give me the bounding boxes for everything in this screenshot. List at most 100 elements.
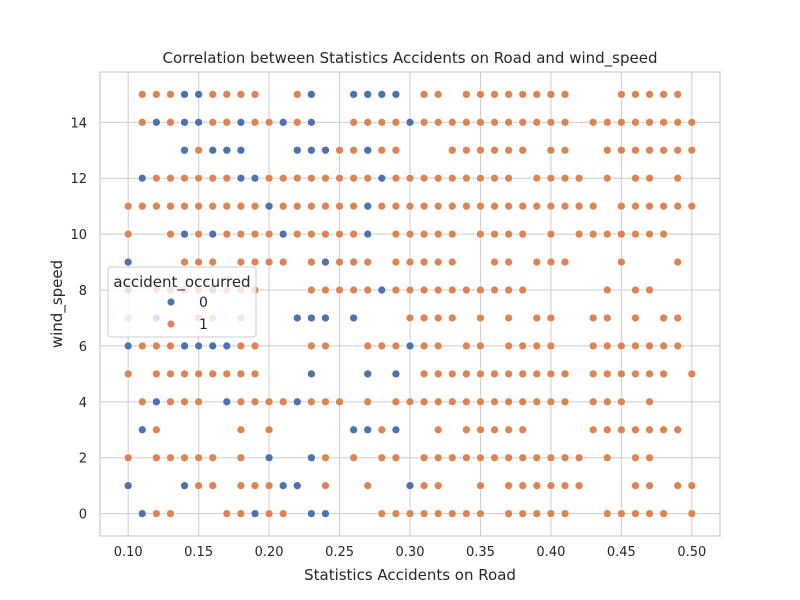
data-point-series-1 [490,369,499,379]
data-point-series-1 [462,145,471,155]
data-point-series-1 [419,90,429,99]
data-point-series-0 [292,481,302,491]
data-point-series-1 [307,229,316,239]
data-point-series-1 [236,229,246,239]
data-point-series-1 [532,313,542,323]
data-point-series-1 [574,453,584,463]
data-point-series-1 [222,173,232,183]
data-point-series-1 [645,173,654,183]
data-point-series-1 [602,173,612,183]
data-point-series-1 [504,285,513,295]
data-point-series-1 [419,369,429,379]
data-point-series-1 [476,453,485,463]
data-point-series-1 [208,173,218,183]
data-point-series-0 [307,90,316,99]
data-point-series-1 [419,397,429,407]
data-point-series-1 [433,173,443,183]
data-point-series-0 [307,145,316,155]
data-point-series-0 [391,425,401,435]
data-point-series-1 [222,229,232,239]
data-point-series-0 [377,90,387,99]
legend: accident_occurred 0 1 [107,266,257,338]
data-point-series-0 [208,341,218,351]
data-point-series-1 [476,481,485,491]
data-point-series-0 [250,509,260,518]
data-point-series-1 [194,173,203,183]
data-point-series-1 [166,90,175,99]
data-point-series-1 [532,481,542,491]
data-point-series-1 [391,117,401,127]
data-point-series-1 [391,285,401,295]
data-point-series-1 [307,285,316,295]
data-point-series-1 [490,257,499,267]
data-point-series-1 [518,145,528,155]
data-point-series-1 [377,341,387,351]
data-point-series-1 [433,341,443,351]
data-point-series-1 [152,341,161,351]
x-tick-label: 0.30 [396,545,425,560]
data-point-series-0 [321,313,330,323]
data-point-series-1 [490,145,499,155]
data-point-series-1 [560,173,570,183]
data-point-series-1 [645,341,654,351]
data-point-series-1 [377,201,387,211]
data-point-series-1 [194,145,203,155]
data-point-series-1 [137,90,147,99]
data-point-series-1 [645,145,654,155]
data-point-series-1 [673,341,683,351]
data-point-series-1 [462,369,471,379]
data-point-series-0 [194,117,203,127]
y-tick-label: 6 [79,340,87,355]
data-point-series-1 [687,145,697,155]
data-point-series-1 [419,481,429,491]
data-point-series-1 [433,229,443,239]
data-point-series-1 [447,145,457,155]
data-point-series-1 [602,509,612,518]
data-point-series-0 [137,173,147,183]
data-point-series-1 [490,173,499,183]
data-point-series-0 [194,90,203,99]
data-point-series-1 [166,201,175,211]
data-point-series-1 [546,369,556,379]
data-point-series-1 [659,509,668,518]
legend-marker-1 [166,319,176,329]
data-point-series-1 [532,453,542,463]
data-point-series-1 [447,369,457,379]
data-point-series-1 [123,369,133,379]
data-point-series-1 [152,201,161,211]
data-point-series-1 [631,341,640,351]
data-point-series-1 [631,425,640,435]
data-point-series-0 [377,173,387,183]
data-point-series-1 [264,117,274,127]
data-point-series-1 [419,257,429,267]
data-point-series-1 [673,313,683,323]
data-point-series-0 [292,397,302,407]
data-point-series-1 [588,313,598,323]
data-point-series-1 [349,201,358,211]
data-point-series-0 [377,285,387,295]
data-point-series-1 [490,90,499,99]
data-point-series-1 [490,397,499,407]
data-point-series-1 [476,201,485,211]
data-point-series-1 [123,201,133,211]
data-point-series-1 [335,173,344,183]
data-point-series-1 [631,173,640,183]
data-point-series-1 [504,425,513,435]
data-point-series-1 [321,201,330,211]
data-point-series-0 [222,145,232,155]
data-point-series-1 [236,453,246,463]
y-tick-label: 8 [79,284,87,299]
data-point-series-1 [504,145,513,155]
data-point-series-1 [631,90,640,99]
data-point-series-1 [532,397,542,407]
data-point-series-1 [447,397,457,407]
data-point-series-0 [363,425,373,435]
data-point-series-1 [462,453,471,463]
data-point-series-1 [659,341,668,351]
data-point-series-1 [518,341,528,351]
data-point-series-1 [194,453,203,463]
data-point-series-1 [363,285,373,295]
data-point-series-1 [419,313,429,323]
data-point-series-1 [236,397,246,407]
data-point-series-1 [391,257,401,267]
